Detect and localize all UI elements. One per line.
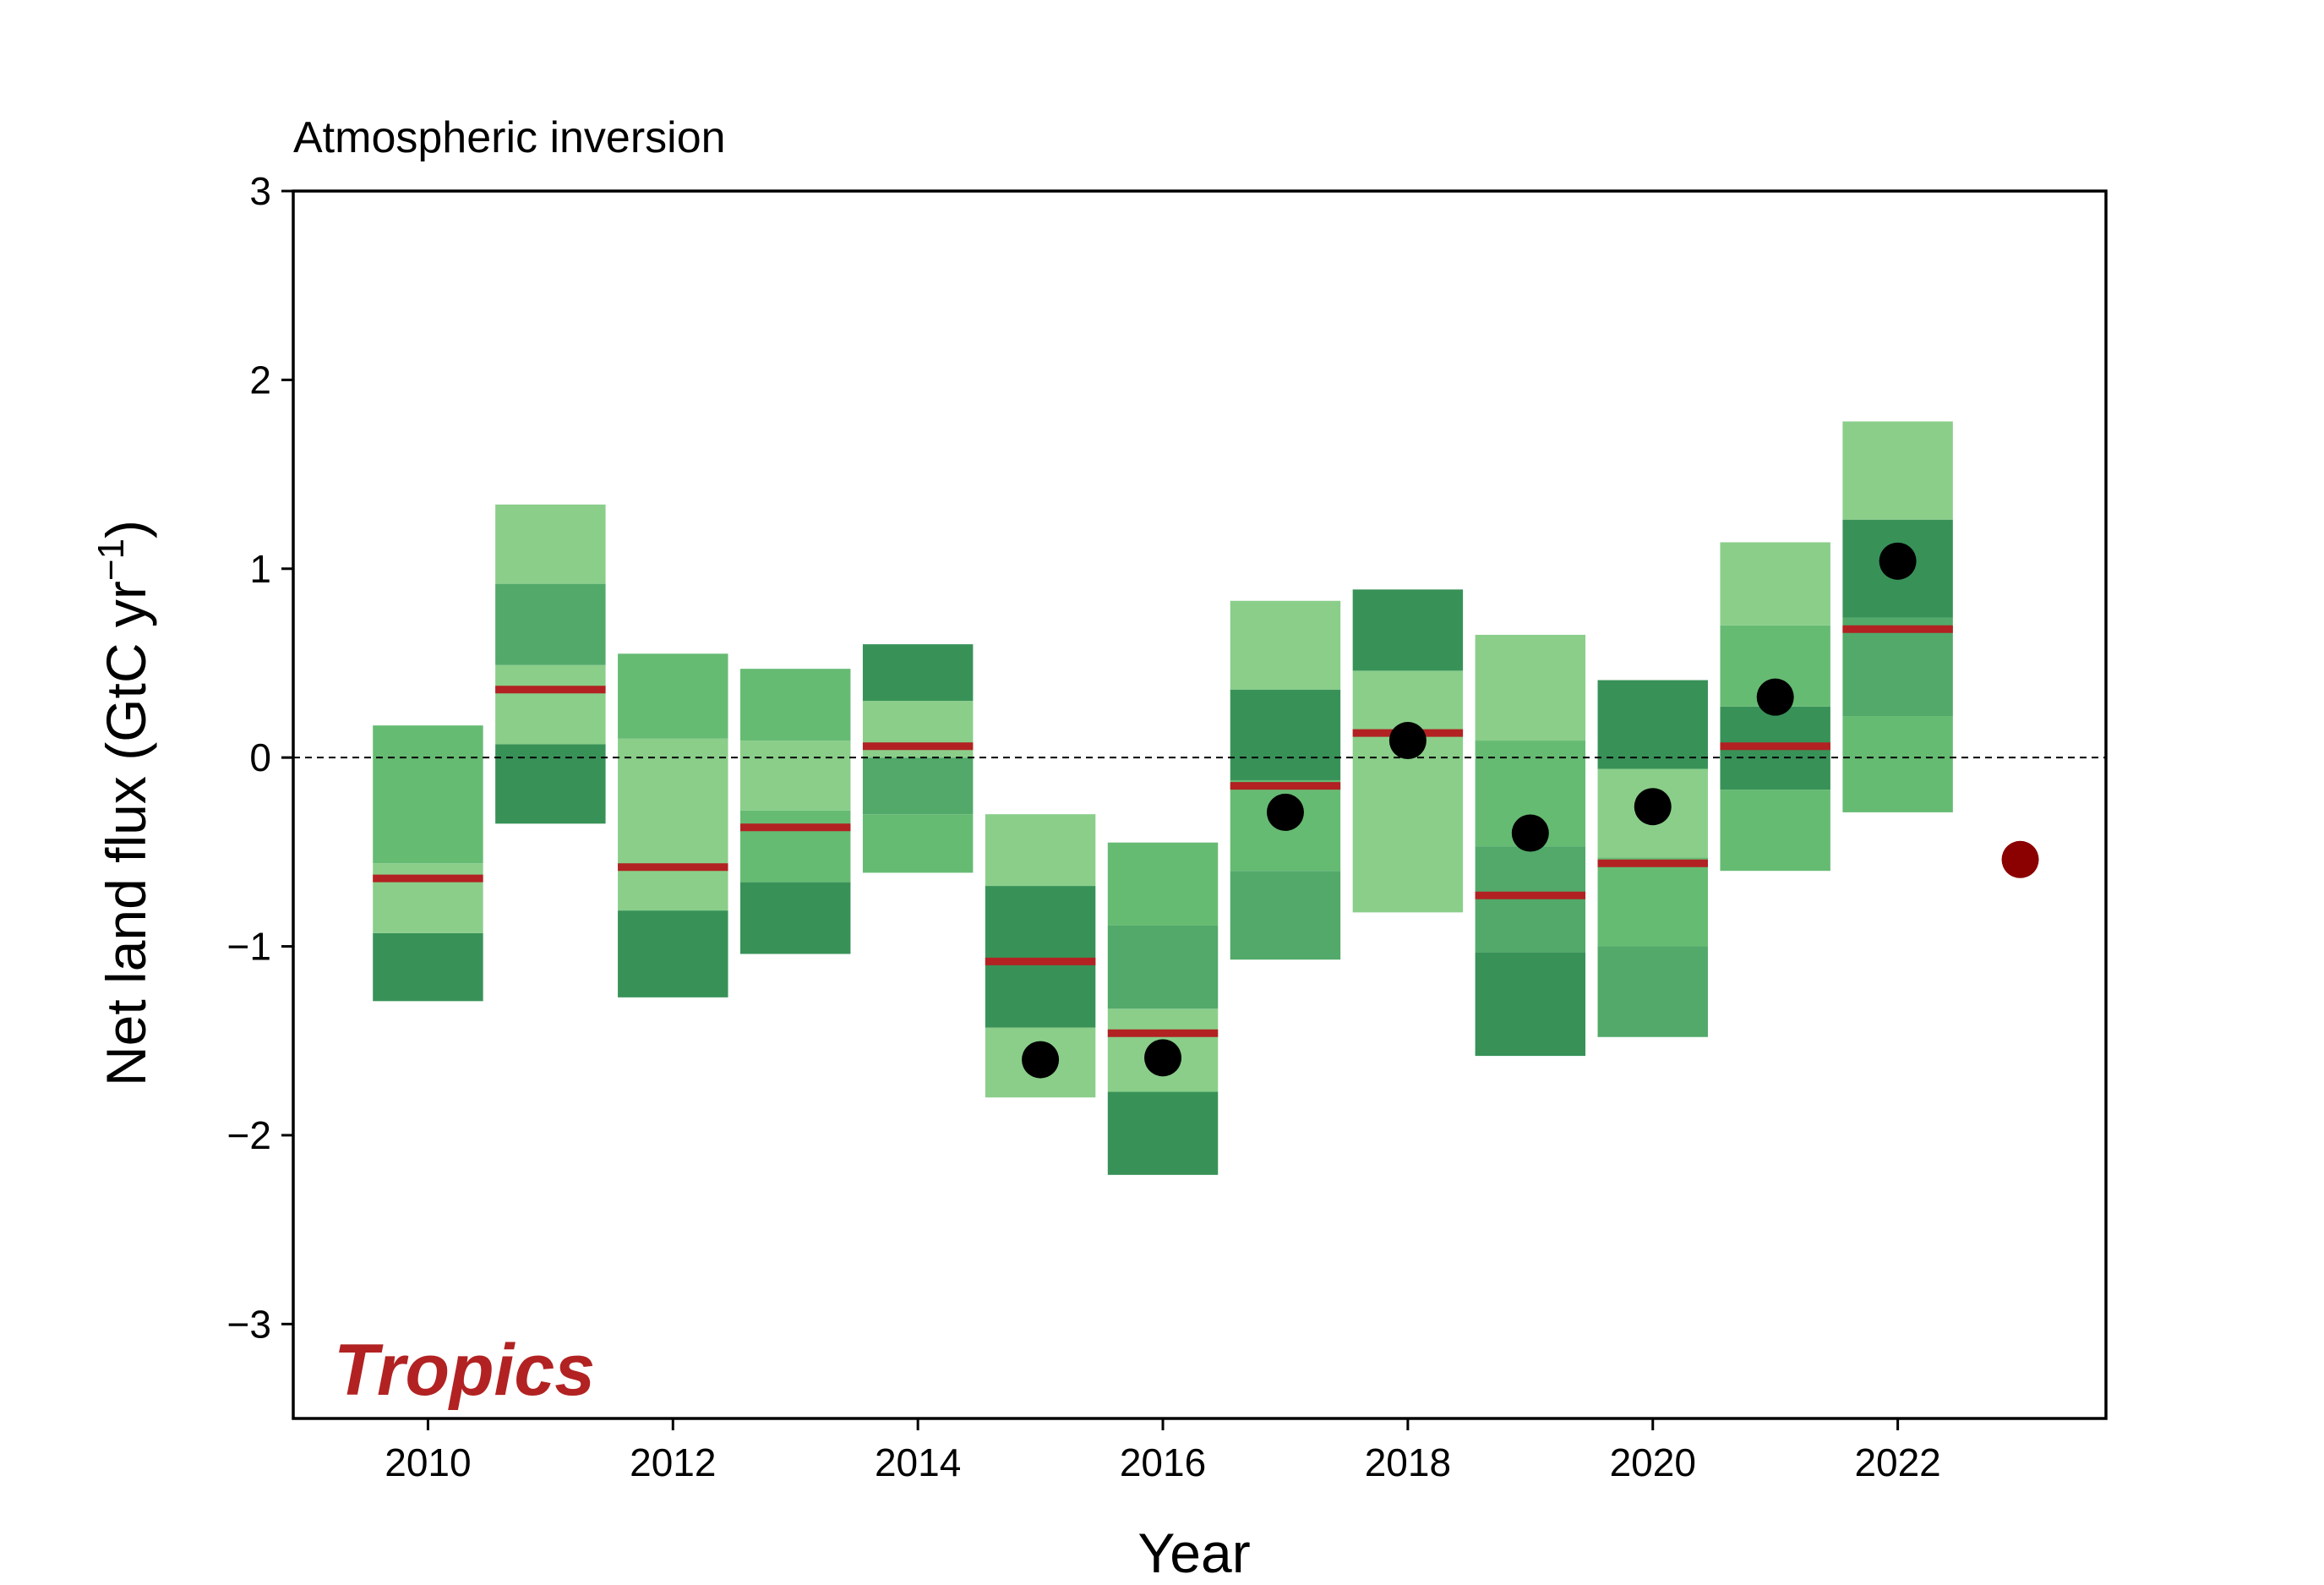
band-2017 — [1230, 689, 1341, 780]
band-2022 — [1842, 421, 1953, 520]
band-2022 — [1842, 617, 1953, 717]
x-tick-label: 2014 — [875, 1440, 961, 1484]
observed-point-2018 — [1388, 722, 1427, 760]
y-axis-title-exponent: −1 — [90, 538, 132, 581]
band-2022 — [1842, 716, 1953, 812]
y-tick-label: −2 — [227, 1113, 271, 1157]
points-layer — [1022, 542, 2039, 1079]
band-2016 — [1107, 842, 1219, 926]
chart-subtitle: Atmospheric inversion — [293, 113, 726, 162]
band-2011 — [495, 744, 606, 824]
band-2013 — [740, 741, 851, 811]
band-2012 — [618, 910, 728, 997]
observed-point-2019 — [1511, 814, 1549, 852]
y-tick-label: −1 — [227, 925, 271, 969]
band-2014 — [862, 814, 974, 873]
band-2021 — [1720, 790, 1830, 872]
y-tick-label: 1 — [249, 547, 271, 591]
x-tick-label: 2016 — [1120, 1440, 1206, 1484]
region-label: Tropics — [334, 1330, 595, 1411]
band-2012 — [618, 653, 728, 739]
band-2013 — [740, 882, 851, 954]
band-2014 — [862, 757, 974, 815]
band-2011 — [495, 583, 606, 665]
band-2011 — [495, 664, 606, 745]
band-2010 — [373, 725, 483, 864]
x-tick-label: 2018 — [1365, 1440, 1451, 1484]
band-2016 — [1107, 1091, 1219, 1175]
band-2013 — [740, 669, 851, 741]
band-2018 — [1352, 589, 1464, 671]
y-axis-ticks: −3 −2 −1 0 1 2 3 — [227, 169, 293, 1346]
band-2015 — [985, 886, 1096, 1028]
observed-point-2017 — [1266, 793, 1304, 831]
observed-point-2022 — [1879, 542, 1917, 580]
band-2019 — [1475, 634, 1586, 741]
band-2010 — [373, 932, 483, 1002]
band-2010 — [373, 863, 483, 933]
band-2017 — [1230, 600, 1341, 690]
observed-point-2015 — [1022, 1041, 1060, 1079]
medians-layer — [373, 625, 1953, 1037]
plot-frame — [292, 189, 2108, 1420]
band-2020 — [1597, 946, 1708, 1037]
y-tick-label: 3 — [249, 169, 271, 213]
x-tick-label: 2012 — [630, 1440, 716, 1484]
band-2019 — [1475, 952, 1586, 1057]
x-axis-ticks: 2010 2012 2014 2016 2018 2020 2022 — [385, 1418, 1941, 1484]
observed-point-2020 — [1634, 788, 1672, 826]
observed-point-2016 — [1144, 1039, 1182, 1077]
band-2017 — [1230, 871, 1341, 960]
observed-point-2021 — [1756, 678, 1794, 716]
y-axis-title: Net land flux (GtC yr−1) — [90, 520, 157, 1086]
x-tick-label: 2022 — [1854, 1440, 1940, 1484]
x-axis-title: Year — [1137, 1522, 1250, 1584]
band-2011 — [495, 504, 606, 584]
y-axis-title-close: ) — [95, 520, 157, 538]
y-tick-label: 0 — [249, 735, 271, 779]
band-2012 — [618, 738, 728, 911]
band-2020 — [1597, 680, 1708, 769]
band-2016 — [1107, 925, 1219, 1009]
bands-layer — [373, 421, 1953, 1175]
band-2013 — [740, 810, 851, 883]
band-2021 — [1720, 542, 1830, 626]
band-2014 — [862, 644, 974, 702]
y-axis-title-main: Net land flux (GtC yr — [95, 581, 157, 1086]
y-tick-label: −3 — [227, 1302, 271, 1346]
x-tick-label: 2010 — [385, 1440, 471, 1484]
current-year-point — [2001, 840, 2039, 878]
y-tick-label: 2 — [249, 358, 271, 402]
band-2020 — [1597, 857, 1708, 947]
band-2018 — [1352, 670, 1464, 913]
band-2015 — [985, 814, 1096, 887]
x-tick-label: 2020 — [1610, 1440, 1696, 1484]
